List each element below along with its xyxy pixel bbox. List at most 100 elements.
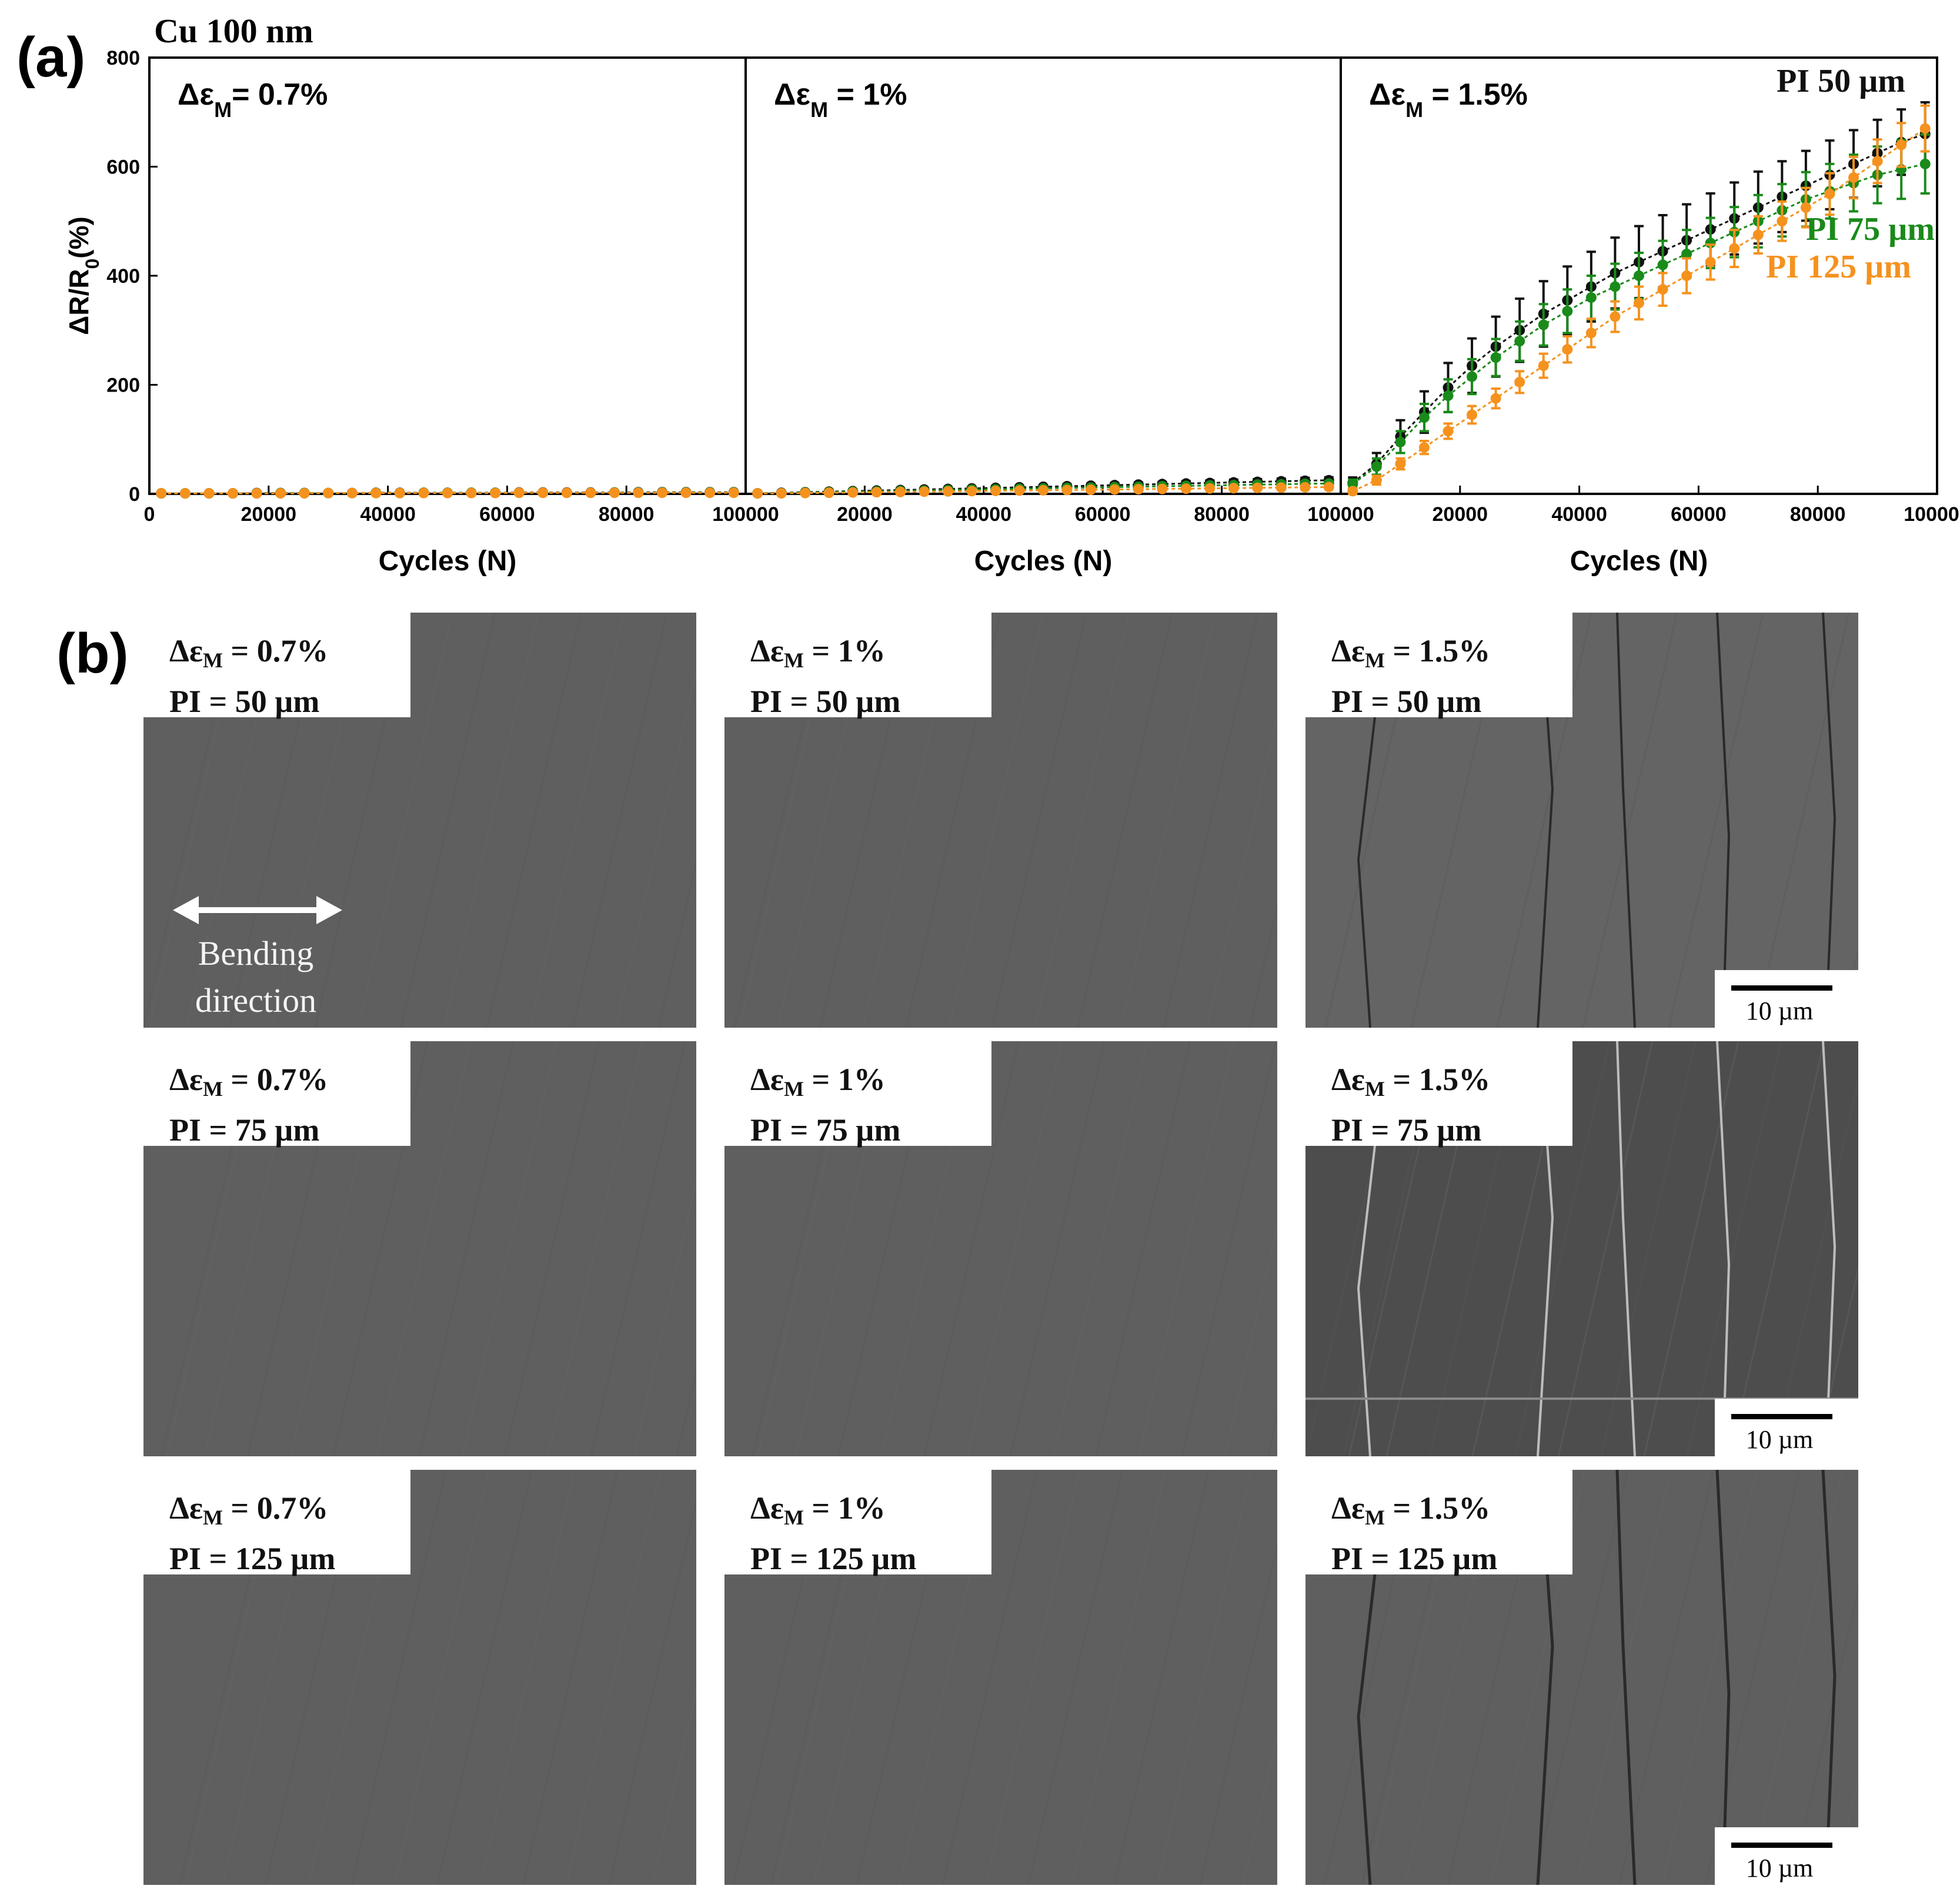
sem-image: ΔεM = 0.7% PI = 50 µm [143,613,696,1028]
legend-label: PI 125 µm [1766,249,1911,285]
sem-image: ΔεM = 1% PI = 125 µm [724,1470,1277,1885]
x-tick-label: 100000 [712,503,779,526]
data-point [704,487,716,499]
sem-streak [590,1041,686,1456]
data-point [1038,484,1049,496]
data-point [1777,216,1788,227]
sem-pi-label: PI = 75 µm [1331,1112,1482,1148]
data-point [752,488,763,499]
scale-bar: 10 µm [1715,1827,1858,1885]
sem-streak [1839,945,1858,1028]
data-point [1014,485,1025,496]
sem-streak [572,613,668,1028]
sem-crack [1822,613,1837,1028]
data-point [609,487,620,499]
data-point [1395,436,1406,447]
sem-strain-label: ΔεM = 1% [750,1490,886,1529]
sem-streak [1532,1470,1629,1885]
subplot-strain-label: ΔεM= 0.7% [178,78,328,122]
data-point [633,487,644,499]
scale-bar-line [1731,1843,1832,1848]
sem-streak [608,1497,696,1885]
panel-a-letter: (a) [16,26,86,89]
data-point [1490,393,1501,404]
sem-label: ΔεM = 1.5% PI = 75 µm [1305,1041,1572,1148]
sem-streak [1711,613,1807,1028]
y-tick-label: 600 [106,156,140,179]
data-point [1634,297,1644,309]
sem-streak [1833,1774,1858,1885]
sem-streak [633,1177,696,1456]
sem-streak [1248,901,1277,1028]
data-point [1681,248,1692,259]
data-point [346,487,358,499]
legend-label: PI 75 µm [1806,211,1935,248]
sem-streak [504,1041,600,1456]
sem-strain-label: ΔεM = 0.7% [169,633,329,672]
sem-crack [1715,1470,1731,1885]
data-point [1681,270,1692,281]
sem-streak [1052,1041,1148,1456]
sem-streak [615,668,696,1028]
x-tick-label: 0 [144,503,155,526]
sem-streak [1754,613,1850,1028]
sem-crack [1716,613,1731,1028]
data-point [1585,327,1597,339]
bending-label-line2: direction [195,981,317,1019]
sem-streak [694,1875,696,1885]
sem-streak [1206,712,1277,1028]
sem-pi-label: PI = 50 µm [169,684,320,719]
sem-streak [1729,1041,1825,1456]
sem-image: ΔεM = 1% PI = 50 µm [724,613,1277,1028]
sem-label: ΔεM = 1% PI = 50 µm [724,613,991,719]
scale-bar-line [1731,1414,1832,1419]
sem-streak [350,1470,447,1885]
sem-streak [1070,1470,1167,1885]
x-tick-label: 80000 [1790,503,1846,526]
sem-image: ΔεM = 1% PI = 75 µm [724,1041,1277,1456]
data-point [990,485,1001,496]
data-point [585,487,596,499]
sem-streak [1772,1076,1858,1456]
sem-pi-label: PI = 75 µm [750,1112,901,1148]
data-point [179,488,191,499]
data-point [251,488,262,499]
subplot-frame [744,56,1342,495]
bending-direction-arrow [173,896,342,924]
x-tick-label: 100000 [1307,503,1374,526]
data-point [1562,344,1573,355]
data-point [1752,229,1764,240]
data-point [1418,412,1430,423]
sample-label: Cu 100 nm [154,12,313,50]
sem-streak [948,613,1044,1028]
sem-streak [966,1041,1063,1456]
sem-streak [522,1470,619,1885]
sem-streak [1557,1041,1654,1456]
data-point [657,487,668,499]
data-point [299,488,310,499]
sem-streak [332,1041,429,1456]
sem-streak [1643,1041,1739,1456]
data-point [1872,156,1883,167]
sem-streak [400,613,496,1028]
sem-pi-label: PI = 125 µm [169,1541,336,1576]
data-point [1538,319,1549,330]
sem-crack [1357,1563,1378,1885]
x-axis-label: Cycles (N) [379,546,517,577]
data-point [1323,482,1334,493]
sem-streak [1496,613,1592,1028]
sem-streak [418,1041,515,1456]
sem-pi-label: PI = 75 µm [169,1112,320,1148]
sem-streak [657,857,696,1028]
sem-strain-label: ΔεM = 1% [750,1062,886,1101]
data-point [800,487,811,499]
x-tick-label: 20000 [837,503,893,526]
x-tick-label: 20000 [241,503,297,526]
sem-crack [1357,1135,1377,1456]
data-point [1657,259,1668,270]
y-tick-label: 800 [106,47,140,69]
y-axis-label: ΔR/R0(%) [64,216,103,335]
data-point [1848,172,1859,183]
scale-bar-text: 10 µm [1745,997,1814,1025]
sem-pi-label: PI = 50 µm [750,684,901,719]
